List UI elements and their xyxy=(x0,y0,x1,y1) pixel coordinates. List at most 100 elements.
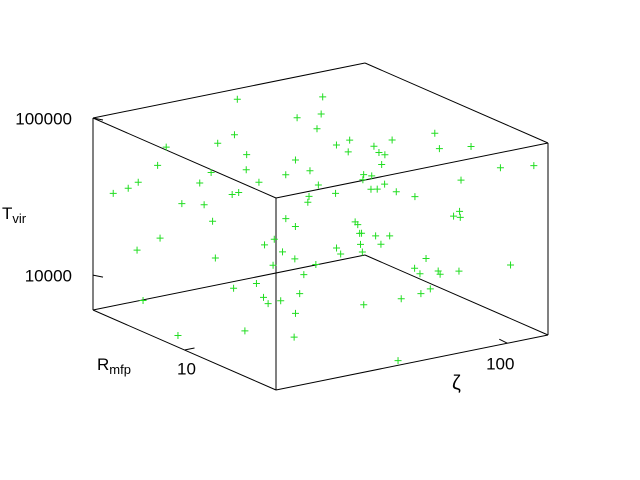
box-edge xyxy=(364,254,549,336)
point xyxy=(242,166,250,174)
point xyxy=(290,333,298,341)
point xyxy=(133,246,141,254)
point xyxy=(243,151,251,159)
point xyxy=(344,148,352,156)
point xyxy=(109,189,117,197)
point xyxy=(422,255,430,263)
point xyxy=(332,189,340,197)
point xyxy=(375,148,383,156)
point xyxy=(211,254,219,262)
point xyxy=(282,215,290,223)
point xyxy=(388,136,396,144)
point xyxy=(359,176,367,184)
point xyxy=(431,129,439,137)
point xyxy=(426,285,434,293)
point xyxy=(233,95,241,103)
point xyxy=(457,176,465,184)
point xyxy=(378,160,386,168)
point xyxy=(354,221,362,229)
box-edge xyxy=(92,117,277,199)
point xyxy=(277,297,285,305)
y-tick-label: 10 xyxy=(177,359,196,378)
point xyxy=(314,181,322,189)
point xyxy=(241,327,249,335)
point xyxy=(507,261,515,269)
point xyxy=(317,110,325,118)
point xyxy=(319,93,327,101)
z-label-main: T xyxy=(2,204,12,223)
point xyxy=(368,172,376,180)
point xyxy=(296,290,304,298)
point xyxy=(207,169,215,177)
point xyxy=(174,332,182,340)
point xyxy=(305,192,313,200)
point xyxy=(154,161,162,169)
point xyxy=(279,248,287,256)
point xyxy=(291,156,299,164)
z-tick xyxy=(92,274,104,278)
point xyxy=(139,297,147,305)
y-axis-label: Rmfp xyxy=(97,355,131,377)
point xyxy=(255,178,263,186)
point xyxy=(373,185,381,193)
point xyxy=(436,270,444,278)
point xyxy=(270,235,278,243)
point xyxy=(467,142,475,150)
point xyxy=(455,267,463,275)
point xyxy=(450,212,458,220)
point xyxy=(377,240,385,248)
point xyxy=(360,301,368,309)
point xyxy=(312,260,320,268)
point xyxy=(264,300,272,308)
point xyxy=(496,164,504,172)
point xyxy=(293,114,301,122)
point xyxy=(411,193,419,201)
point xyxy=(456,213,464,221)
point xyxy=(269,261,277,269)
point xyxy=(230,131,238,139)
point xyxy=(381,151,389,159)
z-tick-label: 10000 xyxy=(25,267,72,286)
point xyxy=(357,240,364,248)
point xyxy=(306,167,314,175)
box-edge xyxy=(275,142,549,199)
point xyxy=(282,171,290,179)
y-tick xyxy=(184,347,195,351)
point xyxy=(370,142,378,150)
point xyxy=(435,145,443,153)
point xyxy=(304,198,312,206)
point xyxy=(456,207,464,215)
point xyxy=(337,250,345,258)
point xyxy=(333,244,341,252)
point xyxy=(417,290,425,298)
point xyxy=(367,185,375,193)
point xyxy=(360,171,368,179)
z-label-sub: vir xyxy=(12,211,26,226)
box-edge xyxy=(275,334,549,391)
point xyxy=(261,241,269,249)
point xyxy=(332,141,340,149)
point xyxy=(381,180,389,188)
point xyxy=(291,222,299,230)
point xyxy=(411,264,419,272)
point xyxy=(156,234,164,242)
x-axis-label: ζ xyxy=(452,372,461,394)
x-tick xyxy=(499,338,508,344)
point xyxy=(530,162,538,170)
box-edge xyxy=(92,254,366,311)
point xyxy=(214,139,222,147)
y-label-main: R xyxy=(97,355,109,374)
z-axis-label: Tvir xyxy=(2,204,27,226)
point xyxy=(178,200,186,208)
point xyxy=(397,295,405,303)
point xyxy=(346,136,354,144)
point xyxy=(358,248,366,256)
point xyxy=(235,188,243,196)
point xyxy=(209,217,217,225)
point xyxy=(358,229,366,237)
box-edge xyxy=(364,62,549,144)
z-tick-label: 100000 xyxy=(15,109,72,128)
y-label-sub: mfp xyxy=(109,362,131,377)
point xyxy=(291,309,299,317)
